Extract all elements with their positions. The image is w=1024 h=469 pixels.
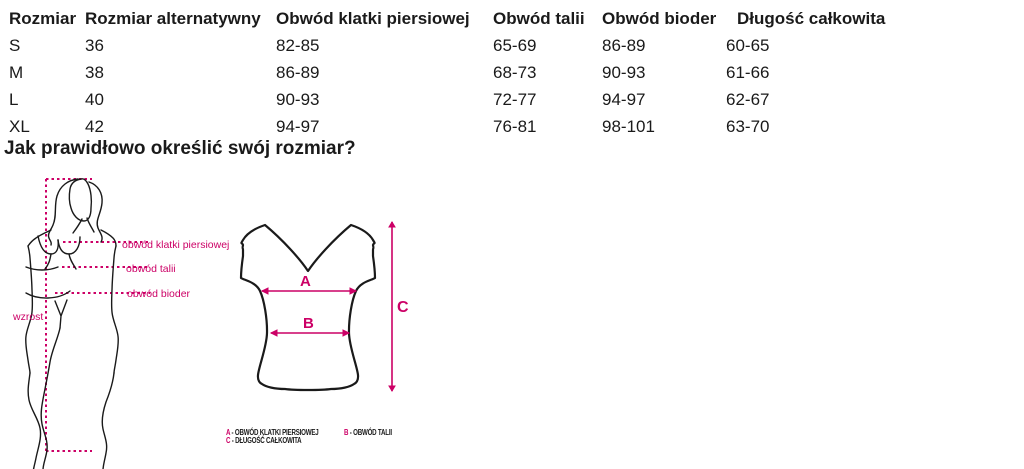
svg-text:A: A xyxy=(300,273,311,290)
svg-text:C: C xyxy=(397,299,409,316)
svg-text:B: B xyxy=(303,315,314,332)
